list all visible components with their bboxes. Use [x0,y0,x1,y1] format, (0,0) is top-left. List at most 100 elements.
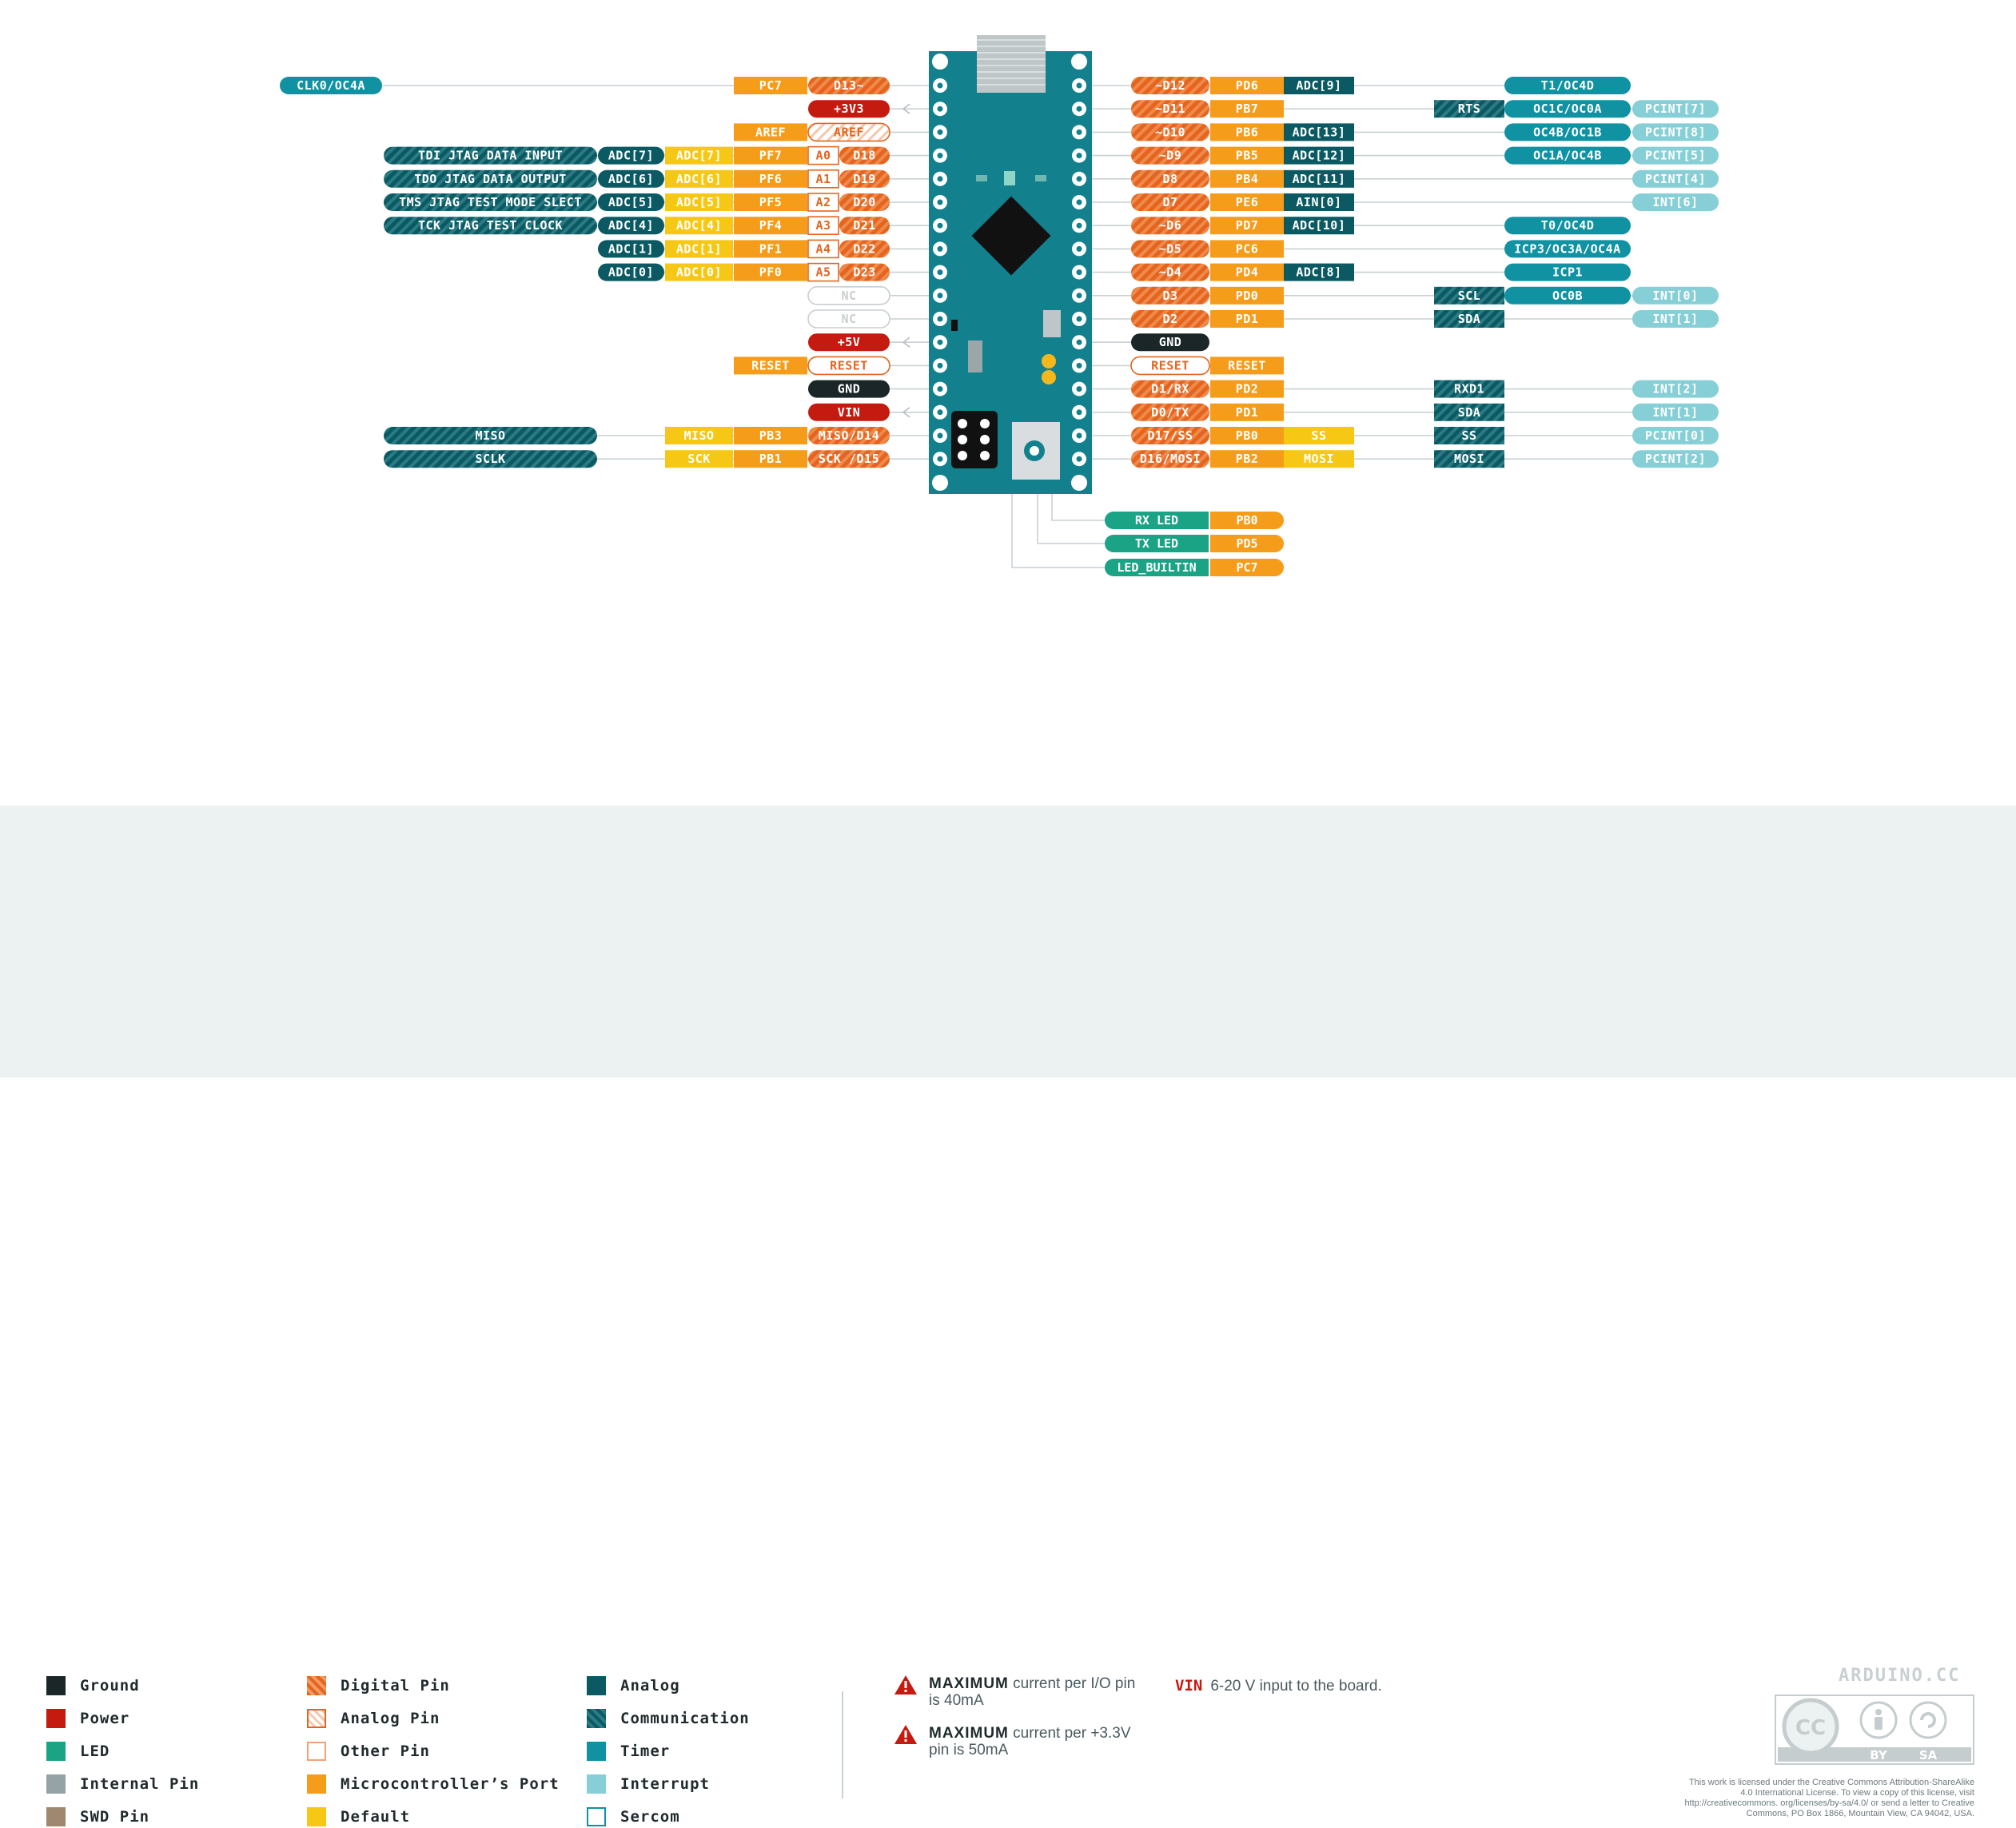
legend-swatch [587,1774,606,1794]
pin-text: +3V3 [834,102,864,116]
pin-label-port: PD2 [1210,380,1284,398]
pin-text: ADC[13] [1293,125,1346,139]
arduino-brand[interactable]: ARDUINO.CC [1839,1666,1961,1686]
pin-text: ADC[11] [1293,172,1346,186]
max-current-3v3-note: MAXIMUM current per +3.3V pin is 50mA [894,1725,1137,1758]
pin-text: RTS [1458,102,1481,116]
pin-text: ~D6 [1159,218,1182,233]
pin-text: PD6 [1236,78,1259,93]
pin-label-digital: ~D11 [1131,100,1209,118]
pinout-diagram: CLK0/OC4A PC7 D13~ +3V3 AREF AREF TDI JTAG DAT… [0,0,2016,799]
pin-text: D16/MOSI [1140,452,1201,466]
pin-text: TDI JTAG DATA INPUT [418,149,563,163]
legend-swatch [46,1676,66,1695]
sa-label: SA [1919,1748,1938,1762]
pin-text: PCINT[2] [1645,452,1706,466]
pin-label-default: ADC[4] [665,217,733,235]
legend-label: Communication [620,1710,750,1727]
pin-text: NC [841,289,856,303]
pin-label-port: PB7 [1210,100,1284,118]
legend-item-ground: Ground [46,1675,140,1697]
legend-item-sercom: Sercom [587,1806,680,1828]
pin-label-interrupt: INT[6] [1632,193,1719,211]
note-bold: MAXIMUM [929,1675,1009,1692]
pin-label-digital: D16/MOSI [1131,450,1209,468]
cc-text: CC [1795,1716,1826,1740]
pin-label-timer: CLK0/OC4A [280,77,382,94]
pin-text: OC1A/OC4B [1533,149,1602,163]
pin-text: ADC[0] [608,265,654,280]
pin-text: INT[6] [1652,195,1698,209]
status-led-icon [1042,370,1056,384]
pin-label-analog: ADC[5] [598,193,664,211]
pin-label-comm: RTS [1434,100,1504,118]
pin-label-analog: ADC[13] [1284,123,1354,141]
pin-text: ADC[1] [608,241,654,256]
pin-text: T0/OC4D [1541,218,1595,233]
legend-label: Ground [80,1677,140,1695]
legend-label: LED [80,1742,110,1760]
pin-text: D17/SS [1147,428,1193,443]
pin-text: PB0 [1236,428,1259,443]
legend-item-interrupt: Interrupt [587,1773,710,1795]
pin-label-digital: D22 [839,240,890,258]
mounting-hole-icon [932,475,948,491]
legend-swatch [307,1774,326,1794]
legend-label: Analog Pin [341,1710,440,1727]
pin-text: A0 [815,149,831,163]
pin-label-default: ADC[1] [665,240,733,258]
pin-text: PB3 [759,428,783,443]
pin-text: MISO [683,428,714,443]
pin-label-port: PB2 [1210,450,1284,468]
pin-label-analog: ADC[4] [598,217,664,235]
pin-text: ADC[7] [608,149,654,163]
legend-label: Timer [620,1742,671,1760]
pin-text: D19 [853,172,876,186]
pin-label-nc: NC [807,309,890,329]
mounting-hole-icon [932,54,948,70]
pin-text: AIN[0] [1296,195,1341,209]
pin-label-digital: D2 [1131,310,1209,328]
pin-label-timer: OC0B [1504,286,1631,305]
pin-label-nc: NC [807,285,890,305]
led-name: TX LED [1135,536,1178,551]
pin-label-digital: ~D4 [1131,263,1209,281]
pin-text: RESET [1151,358,1189,372]
pin-label-digital: ~D12 [1131,77,1209,94]
pin-text: PD1 [1236,405,1259,420]
pin-text: MOSI [1304,452,1334,466]
pin-label-interrupt: PCINT[0] [1632,427,1719,444]
pin-label-port: PF0 [734,263,807,281]
pin-text: PC7 [759,78,783,93]
power-arrow-icon [902,407,910,418]
pin-label-port: PB1 [734,450,807,468]
pin-label-comm: RXD1 [1434,380,1504,398]
pin-label-timer: ICP1 [1504,263,1631,281]
pin-text: ADC[4] [676,218,722,233]
pin-label-interrupt: PCINT[8] [1632,123,1719,141]
pin-text: SCLK [475,452,505,466]
pin-label-analog: ADC[7] [598,146,664,165]
pin-text: PB4 [1236,172,1259,186]
pin-label-digital: ~D10 [1131,123,1209,141]
cc-by-sa-badge[interactable]: CC BY SA [1775,1695,1974,1765]
warning-icon [894,1675,917,1695]
pin-label-other: RESET [1130,356,1210,376]
pin-label-port: RESET [1210,356,1284,375]
pin-label-analogcomm: TDO JTAG DATA OUTPUT [384,169,597,188]
legend-swatch [46,1774,66,1794]
pin-text: +5V [838,335,861,349]
pin-label-analogcomm: TDI JTAG DATA INPUT [384,146,597,165]
pin-label-timer: T0/OC4D [1504,217,1631,235]
pin-label-digital: MISO/D14 [808,427,890,444]
pin-text: D7 [1162,195,1177,209]
pin-text: INT[0] [1652,289,1698,303]
pin-label-analog: ADC[6] [598,169,664,188]
pin-label-interrupt: INT[0] [1632,286,1719,305]
pin-text: TMS JTAG TEST MODE SLECT [399,195,582,209]
status-led-icon [1042,354,1056,368]
pin-text: D18 [853,149,876,163]
sharealike-icon [1909,1701,1947,1739]
pin-label-digital: D1/RX [1131,380,1209,398]
pin-label-ground: GND [808,380,890,398]
